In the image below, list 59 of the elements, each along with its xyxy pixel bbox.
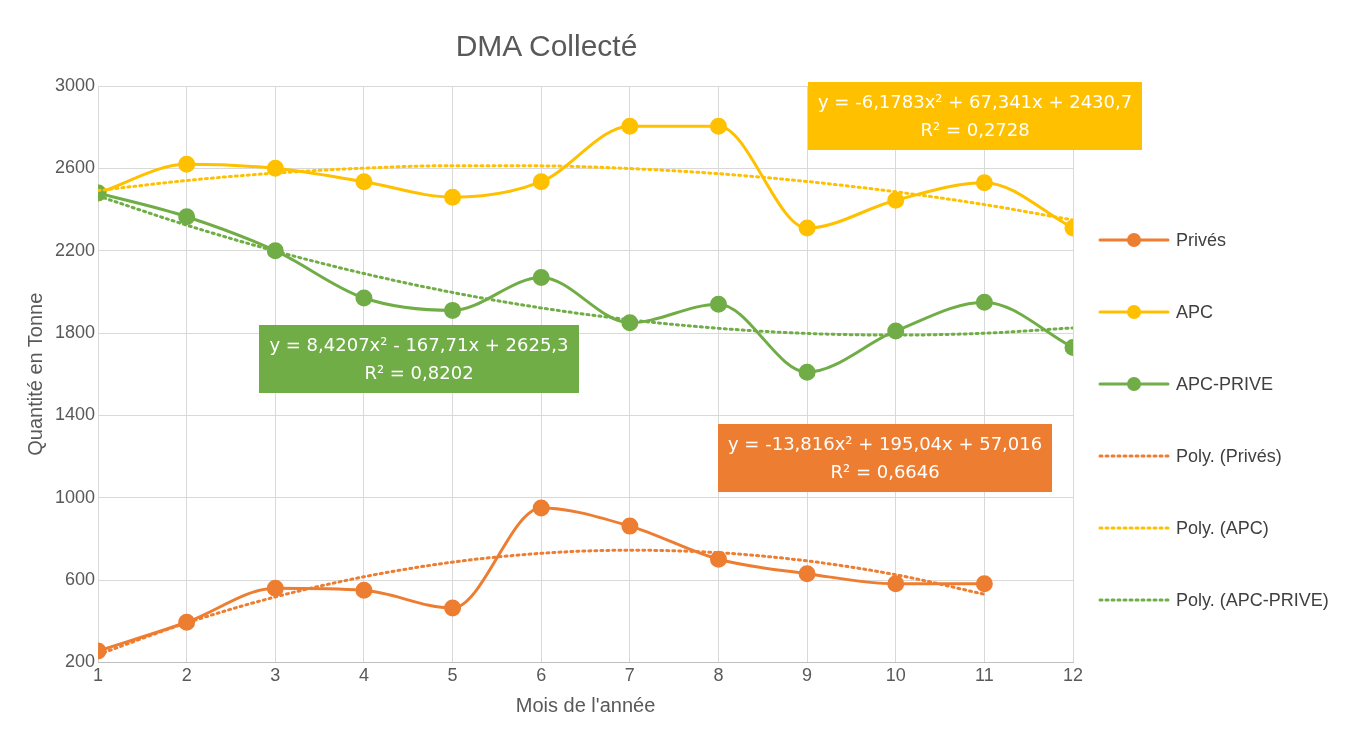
point xyxy=(709,550,727,568)
point xyxy=(798,565,816,583)
point xyxy=(709,117,727,135)
point xyxy=(178,155,196,173)
annotation: y = 8,4207x² - 167,71x + 2625,3 R² = 0,8202 xyxy=(259,325,579,393)
legend-label: Poly. (APC-PRIVE) xyxy=(1176,589,1329,611)
x-tick-label: 3 xyxy=(270,665,281,686)
y-tick-label: 2200 xyxy=(55,239,96,260)
x-tick-label: 4 xyxy=(358,665,369,686)
point xyxy=(355,173,373,191)
y-tick-label: 600 xyxy=(65,569,96,590)
y-tick-label: 3000 xyxy=(55,74,96,95)
y-tick-label: 1400 xyxy=(55,404,96,425)
y-axis-title: Quantité en Tonne xyxy=(23,292,46,456)
point xyxy=(266,579,284,597)
point xyxy=(444,599,462,617)
x-tick-label: 2 xyxy=(181,665,192,686)
point xyxy=(266,159,284,177)
x-tick-label: 5 xyxy=(447,665,458,686)
legend-label: APC-PRIVE xyxy=(1176,373,1274,395)
point xyxy=(532,499,550,517)
point xyxy=(887,191,905,209)
y-tick-label: 1800 xyxy=(55,322,96,342)
point xyxy=(532,173,550,191)
y-tick-label: 1000 xyxy=(55,486,96,507)
point xyxy=(444,301,462,319)
chart-title: DMA Collecté xyxy=(455,29,638,63)
point xyxy=(532,268,550,286)
point xyxy=(975,293,993,311)
point xyxy=(355,581,373,599)
annotation: y = -6,1783x² + 67,341x + 2430,7 R² = 0,2728 xyxy=(808,82,1143,150)
x-tick-label: 10 xyxy=(885,665,906,686)
x-tick-label: 7 xyxy=(624,665,635,686)
point xyxy=(621,517,639,535)
x-tick-label: 9 xyxy=(802,665,813,686)
x-tick-label: 6 xyxy=(536,665,547,686)
x-tick-label: 12 xyxy=(1062,665,1084,686)
y-tick-label: 200 xyxy=(65,651,96,672)
x-axis-title: Mois de l'année xyxy=(515,693,656,716)
point xyxy=(621,117,639,135)
point xyxy=(798,363,816,381)
x-tick-label: 1 xyxy=(93,665,104,686)
legend-label: Privés xyxy=(1176,229,1227,251)
point xyxy=(709,295,727,313)
x-tick-label: 8 xyxy=(713,665,724,686)
point xyxy=(975,575,993,593)
annotation: y = -13,816x² + 195,04x + 57,016 R² = 0,6646 xyxy=(718,424,1053,492)
point xyxy=(887,575,905,593)
y-tick-label: 2600 xyxy=(55,157,96,178)
point xyxy=(444,188,462,206)
point xyxy=(178,208,196,226)
x-tick-label: 11 xyxy=(975,665,994,686)
point xyxy=(975,174,993,192)
point xyxy=(355,289,373,307)
legend-label: Poly. (Privés) xyxy=(1176,445,1282,467)
legend-label: Poly. (APC) xyxy=(1176,517,1269,539)
point xyxy=(887,322,905,340)
point xyxy=(798,219,816,237)
legend-label: APC xyxy=(1176,301,1214,323)
